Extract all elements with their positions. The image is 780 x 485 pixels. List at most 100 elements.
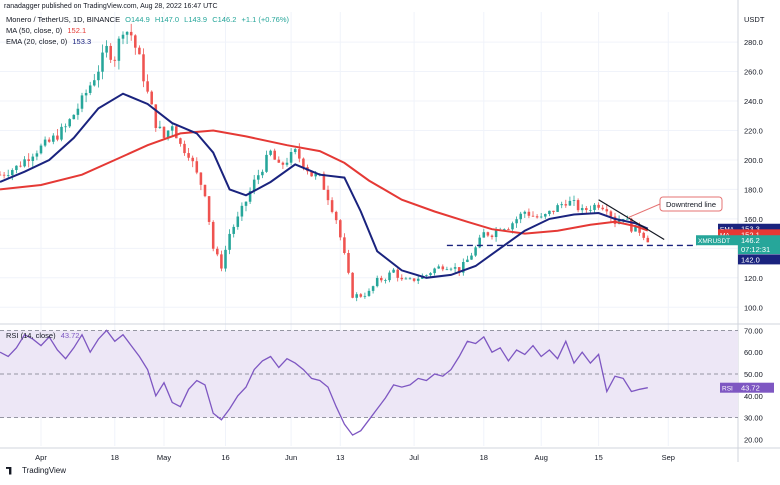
candle-body [220,254,223,269]
candle-body [47,139,51,142]
rsi-tag-name-bg [720,382,738,393]
candle-body [359,294,363,297]
candle-body [396,269,399,278]
candle-body [326,189,330,201]
callout-pointer [627,203,661,219]
candle-body [199,172,203,185]
tag-name-bg-EMA [718,223,738,234]
candle-body [211,221,215,249]
candle-body [232,226,235,234]
candle-body [531,215,535,217]
candle-body [486,232,490,236]
candle-body [408,278,412,280]
candle-body [515,219,518,224]
candle-body [179,138,182,144]
time-tick-label: 16 [221,453,229,462]
candle-body [511,223,514,230]
attribution-text: ranadagger published on TradingView.com,… [4,3,218,10]
candle-body [84,92,88,96]
candle-body [285,162,289,165]
time-tick-label: Aug [535,453,548,462]
candle-body [539,216,543,218]
candle-body [441,266,445,270]
candle-body [613,216,617,224]
candle-body [572,200,576,201]
candle-body [367,290,371,296]
candle-body [289,152,293,163]
price-tag-value-time: 07:12:31 [741,245,770,254]
time-tick-label: 18 [480,453,488,462]
candle-body [363,295,367,297]
candle-body [589,209,592,211]
price-tag-EMA [738,223,780,234]
candle-body [494,229,498,238]
candle-body [646,237,650,243]
candle-body [425,275,428,276]
candle-body [580,208,584,211]
candle-body [244,201,248,206]
candle-body [462,262,465,273]
candle-body [60,126,63,140]
time-tick-label: Jul [409,453,419,462]
candle-body [56,135,59,140]
tradingview-logo[interactable]: TradingView [6,466,66,475]
rsi-tick-label: 20.00 [744,435,763,444]
callout-box [659,196,723,212]
candle-body [314,173,317,177]
candle-body [248,191,252,202]
candle-body [433,268,436,274]
candle-body [621,218,625,220]
time-tick-label: 15 [594,453,602,462]
candle-body [228,233,231,250]
candle-body [322,173,326,190]
price-tag-XMRUSDT [738,235,780,246]
legend-ma: MA (50, close, 0) 152.1 [6,26,86,35]
rsi-line [0,329,648,436]
candle-body [453,267,457,269]
legend-ma-label: MA (50, close, 0) [6,26,63,35]
candle-body [412,278,416,281]
rsi-tick-label: 30.00 [744,414,763,423]
candle-body [380,277,383,281]
price-tick-label: 120.0 [744,274,763,283]
candle-body [68,119,71,127]
candle-body [281,162,285,165]
candle-body [158,126,162,128]
legend-rsi-value: 43.72 [60,331,80,340]
ema-20-line [0,92,649,279]
candle-body [556,205,559,212]
legend-rsi-label: RSI (14, close) [6,331,56,340]
price-tag-value-support: 142.0 [741,255,760,264]
candle-body [236,216,240,227]
candle-body [191,157,194,162]
candle-body [437,266,440,269]
price-tick-label: 220.0 [744,126,763,135]
candle-body [207,196,211,222]
time-tick-label: 13 [336,453,344,462]
time-tick-label: Jun [285,453,297,462]
legend-high: H147.0 [154,15,180,24]
candle-body [392,269,395,273]
candle-body [330,200,334,212]
candle-body [97,71,100,81]
candle-body [269,150,272,155]
candle-body [216,248,219,255]
candle-body [457,267,461,273]
candle-body [121,34,125,39]
candle-body [642,232,645,238]
candle-body [187,153,190,158]
candle-body [626,218,629,220]
candle-body [544,214,547,217]
candle-body [154,104,158,128]
legend-ema: EMA (20, close, 0) 153.3 [6,37,91,46]
candle-body [162,126,166,138]
candle-body [355,294,358,298]
rsi-tick-label: 50.00 [744,370,763,379]
candle-body [404,278,408,280]
legend-ohlc: Monero / TetherUS, 1D, BINANCE O144.9 H1… [6,15,289,24]
price-tick-label: 180.0 [744,185,763,194]
candle-body [129,31,133,36]
legend-low: L143.9 [184,15,208,24]
candle-body [138,47,141,55]
candle-body [183,143,186,154]
